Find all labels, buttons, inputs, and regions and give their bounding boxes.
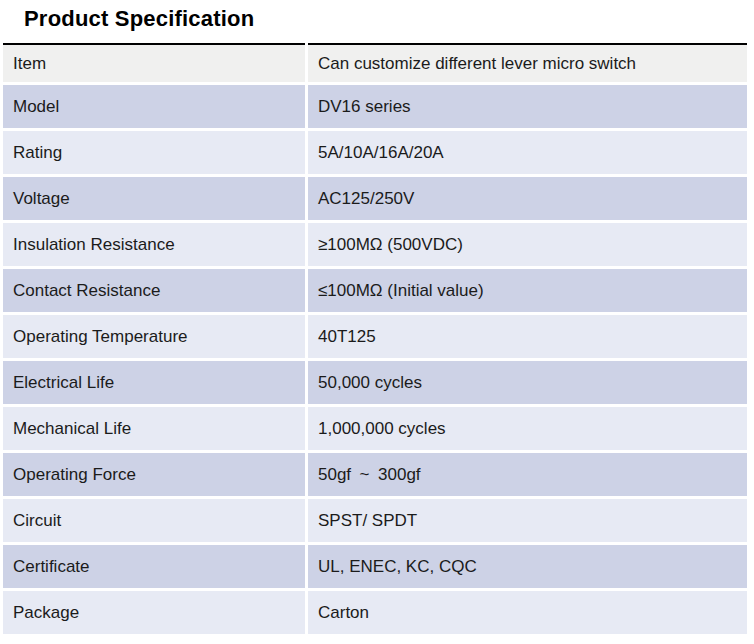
row-key: Circuit (3, 499, 305, 542)
row-value: AC125/250V (308, 177, 747, 220)
page-title: Product Specification (24, 6, 754, 32)
row-value: 50gf ~ 300gf (308, 453, 747, 496)
page: Product Specification Item Can customize… (0, 0, 754, 644)
table-row-operating-temperature: Operating Temperature 40T125 (3, 315, 747, 358)
table-row-circuit: Circuit SPST/ SPDT (3, 499, 747, 542)
row-key: Operating Force (3, 453, 305, 496)
row-key: Model (3, 85, 305, 128)
row-key: Contact Resistance (3, 269, 305, 312)
row-key: Voltage (3, 177, 305, 220)
row-value: ≥100MΩ (500VDC) (308, 223, 747, 266)
table-row-voltage: Voltage AC125/250V (3, 177, 747, 220)
row-key: Mechanical Life (3, 407, 305, 450)
row-key: Insulation Resistance (3, 223, 305, 266)
row-key: Operating Temperature (3, 315, 305, 358)
table-header-row: Item Can customize different lever micro… (3, 43, 747, 82)
row-value: UL, ENEC, KC, CQC (308, 545, 747, 588)
row-value: 1,000,000 cycles (308, 407, 747, 450)
table-row-package: Package Carton (3, 591, 747, 634)
table-row-certificate: Certificate UL, ENEC, KC, CQC (3, 545, 747, 588)
row-key: Package (3, 591, 305, 634)
table-row-contact-resistance: Contact Resistance ≤100MΩ (Initial value… (3, 269, 747, 312)
row-value: 40T125 (308, 315, 747, 358)
table-row-model: Model DV16 series (3, 85, 747, 128)
table-row-operating-force: Operating Force 50gf ~ 300gf (3, 453, 747, 496)
row-value: Carton (308, 591, 747, 634)
row-value: DV16 series (308, 85, 747, 128)
row-value: SPST/ SPDT (308, 499, 747, 542)
row-value: 50,000 cycles (308, 361, 747, 404)
table-row-rating: Rating 5A/10A/16A/20A (3, 131, 747, 174)
row-key: Electrical Life (3, 361, 305, 404)
spec-table: Item Can customize different lever micro… (0, 40, 750, 637)
table-row-insulation-resistance: Insulation Resistance ≥100MΩ (500VDC) (3, 223, 747, 266)
header-value-cell: Can customize different lever micro swit… (308, 43, 747, 82)
header-key-cell: Item (3, 43, 305, 82)
row-key: Rating (3, 131, 305, 174)
table-row-mechanical-life: Mechanical Life 1,000,000 cycles (3, 407, 747, 450)
table-row-electrical-life: Electrical Life 50,000 cycles (3, 361, 747, 404)
row-value: ≤100MΩ (Initial value) (308, 269, 747, 312)
row-value: 5A/10A/16A/20A (308, 131, 747, 174)
row-key: Certificate (3, 545, 305, 588)
